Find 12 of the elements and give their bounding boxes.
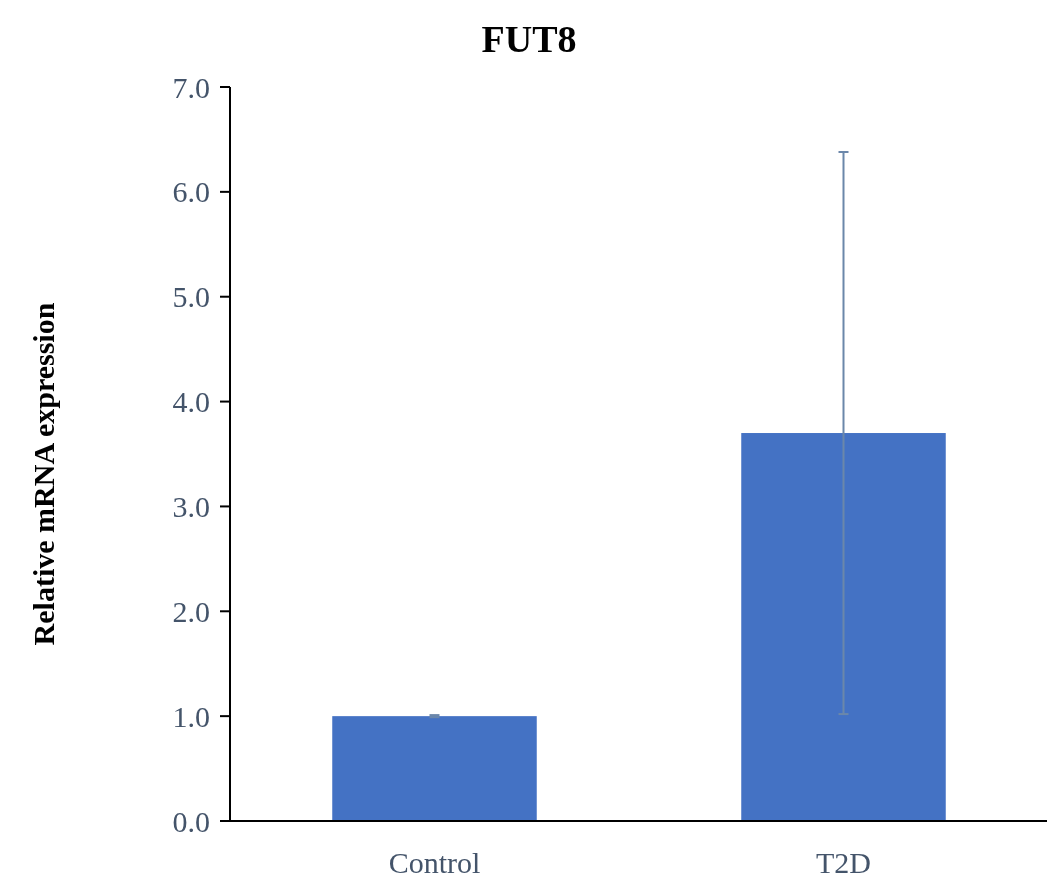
- y-axis-title: Relative mRNA expression: [27, 302, 60, 646]
- x-tick-label: T2D: [816, 846, 871, 875]
- chart-title: FUT8: [481, 18, 577, 60]
- y-tick-label: 3.0: [172, 489, 210, 523]
- x-tick-label: Control: [388, 846, 481, 875]
- y-tick-label: 0.0: [172, 804, 210, 838]
- y-tick-label: 5.0: [172, 280, 210, 314]
- y-tick-label: 6.0: [172, 175, 210, 209]
- y-tick-label: 2.0: [172, 594, 210, 628]
- y-tick-label: 4.0: [172, 385, 210, 419]
- y-tick-label: 7.0: [172, 70, 210, 104]
- y-tick-label: 1.0: [172, 699, 210, 733]
